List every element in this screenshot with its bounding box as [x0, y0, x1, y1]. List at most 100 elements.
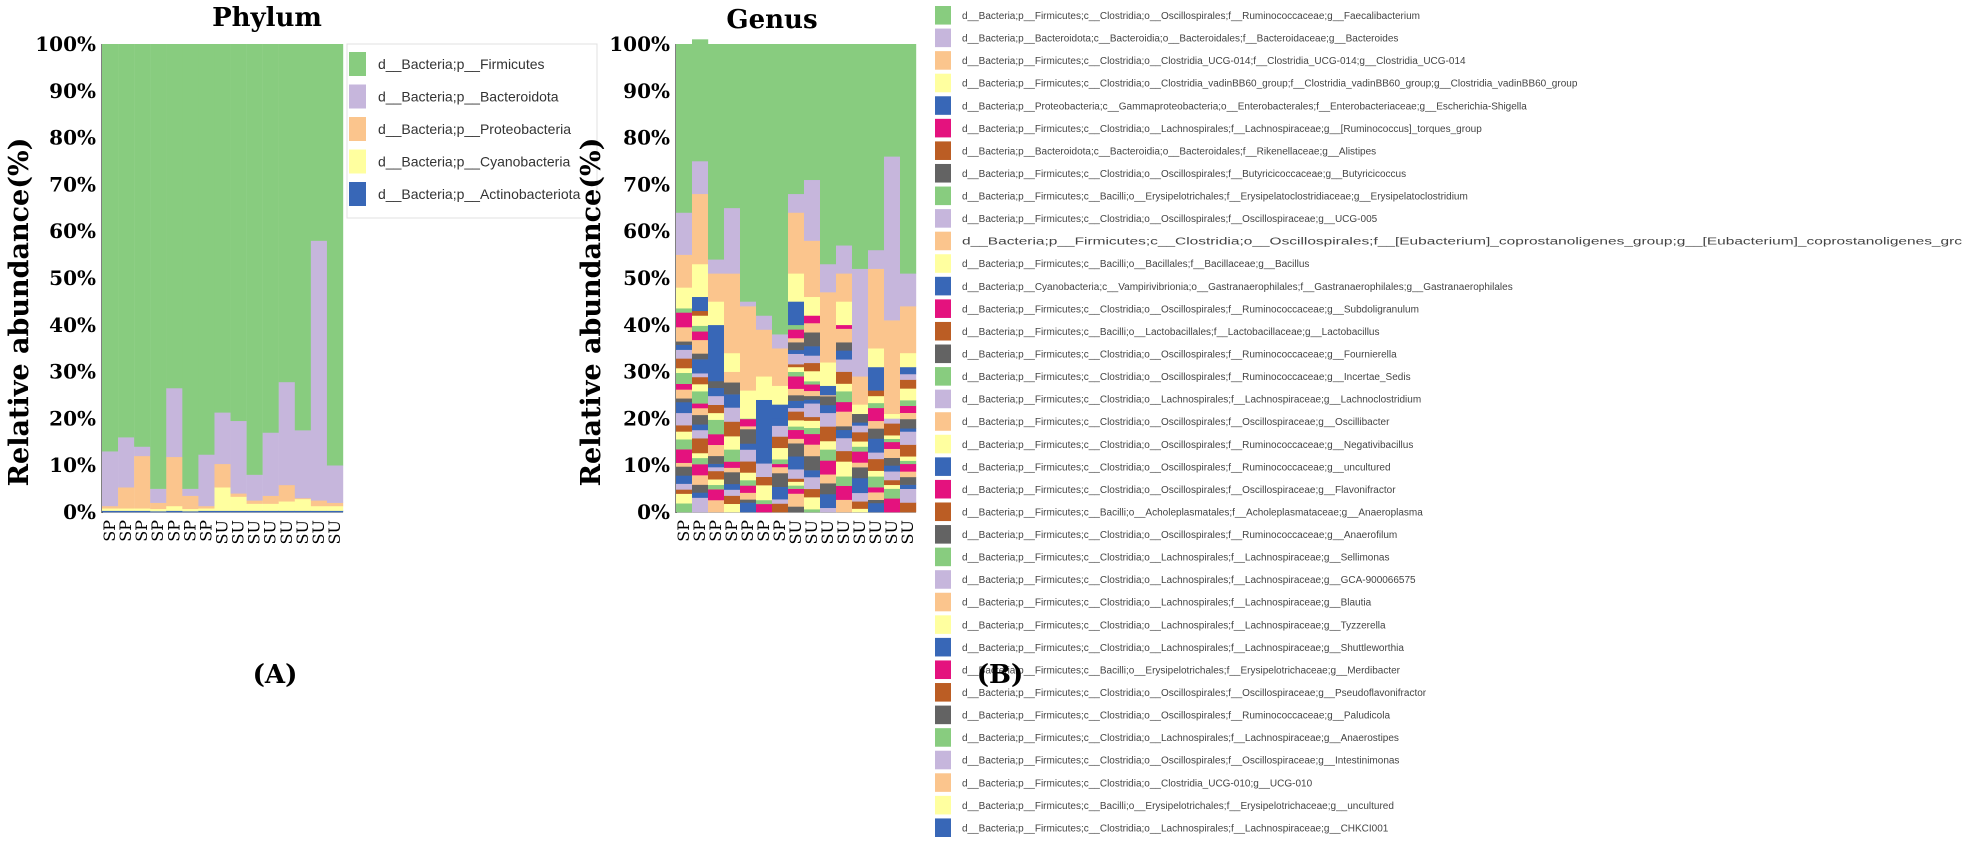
bar-segment	[676, 341, 693, 345]
bar-segment	[868, 470, 885, 477]
legend-label: d__Bacteria;p__Firmicutes;c__Bacilli;o__…	[962, 665, 1401, 676]
bar-segment	[166, 510, 183, 513]
bar-segment	[676, 398, 693, 403]
bar-segment	[900, 405, 917, 414]
bar-segment	[836, 411, 853, 427]
legend-label: d__Bacteria;p__Firmicutes	[378, 56, 545, 72]
bar-segment	[262, 44, 279, 433]
bar-segment	[772, 472, 789, 487]
legend-label: d__Bacteria;p__Firmicutes;c__Clostridia;…	[962, 575, 1416, 586]
legend-swatch	[935, 299, 951, 318]
bar-segment	[804, 399, 821, 404]
bar-segment	[708, 499, 725, 513]
bar-segment	[740, 502, 757, 513]
x-tick-label: SP	[706, 520, 725, 542]
bar-segment	[852, 462, 869, 468]
legend-swatch	[935, 141, 951, 160]
bar-segment	[804, 420, 821, 429]
bar-segment	[182, 488, 199, 496]
bar-segment	[740, 449, 757, 462]
bar-segment	[708, 380, 725, 389]
bar-segment	[804, 470, 821, 478]
bar-segment	[868, 395, 885, 404]
bar-segment	[868, 390, 885, 397]
bar-segment	[788, 342, 805, 351]
legend-label: d__Bacteria;p__Proteobacteria	[378, 121, 571, 137]
bar-segment	[676, 493, 693, 504]
bar-segment	[326, 44, 344, 466]
bar-segment	[788, 443, 805, 457]
bar-segment	[310, 510, 328, 513]
bar-segment	[118, 44, 135, 438]
bar-segment	[804, 315, 821, 324]
legend-swatch	[935, 705, 951, 725]
bar-segment	[772, 425, 789, 437]
bar-segment	[756, 399, 773, 457]
bar-segment	[884, 320, 901, 415]
bar-segment	[884, 465, 901, 472]
bar-segment	[692, 452, 709, 459]
bar-segment	[740, 499, 757, 503]
bar-segment	[692, 464, 709, 476]
x-tick-label: SU	[882, 520, 901, 544]
bar-segment	[804, 362, 821, 372]
legend-swatch	[935, 321, 951, 341]
bar-segment	[756, 376, 773, 400]
bar-segment	[756, 329, 773, 377]
bar-segment	[820, 474, 837, 484]
bar-segment	[772, 436, 789, 449]
bar-segment	[326, 505, 344, 511]
bar-segment	[692, 325, 709, 332]
bar-segment	[692, 39, 709, 162]
legend-label: d__Bacteria;p__Actinobacteriota	[378, 186, 581, 202]
bar-segment	[900, 463, 917, 472]
bar-segment	[676, 383, 693, 390]
bar-segment	[692, 339, 709, 354]
legend-swatch	[935, 28, 951, 48]
x-tick-label: SP	[132, 520, 151, 542]
bar-segment	[756, 455, 773, 464]
legend-label: d__Bacteria;p__Firmicutes;c__Clostridia;…	[962, 56, 1466, 67]
bar-segment	[884, 498, 901, 513]
y-tick-label: 0%	[63, 500, 96, 524]
legend-swatch	[935, 412, 951, 431]
legend-label: d__Bacteria;p__Firmicutes;c__Clostridia;…	[962, 756, 1399, 767]
bar-segment	[118, 487, 135, 509]
phylum-ylabel: Relative abundance(%)	[4, 138, 35, 487]
legend-swatch	[935, 457, 951, 476]
bar-segment	[820, 404, 837, 414]
legend-label: d__Bacteria;p__Firmicutes;c__Clostridia;…	[962, 598, 1372, 609]
x-tick-label: SU	[834, 520, 853, 544]
x-tick-label: SP	[196, 520, 215, 542]
bar-segment	[214, 412, 231, 465]
bar-segment	[262, 495, 279, 504]
bar-segment	[676, 308, 693, 313]
bar-segment	[676, 483, 693, 490]
y-tick-label: 80%	[623, 126, 670, 150]
y-tick-label: 90%	[49, 79, 96, 103]
bar-segment	[772, 404, 789, 419]
bar-segment	[884, 479, 901, 486]
bar-segment	[836, 383, 853, 392]
legend-label: d__Bacteria;p__Firmicutes;c__Clostridia;…	[962, 395, 1421, 406]
bar-segment	[868, 502, 885, 513]
x-tick-label: SP	[148, 520, 167, 542]
x-tick-label: SU	[898, 520, 917, 544]
bar-segment	[724, 382, 741, 395]
legend-label: d__Bacteria;p__Firmicutes;c__Clostridia;…	[962, 733, 1399, 744]
legend-label: d__Bacteria;p__Firmicutes;c__Clostridia;…	[962, 530, 1397, 541]
legend-swatch	[935, 276, 951, 296]
x-tick-label: SP	[116, 520, 135, 542]
x-tick-label: SU	[325, 520, 344, 544]
legend-swatch	[935, 479, 951, 499]
bar-segment	[788, 301, 805, 326]
bar-segment	[804, 455, 821, 471]
bar-segment	[102, 451, 119, 507]
legend-swatch	[935, 818, 951, 837]
bar-segment	[868, 407, 885, 422]
legend-swatch	[935, 6, 951, 25]
bar-segment	[900, 476, 917, 485]
bar-segment	[118, 437, 135, 488]
bar-segment	[756, 44, 773, 316]
bar-segment	[294, 44, 312, 431]
